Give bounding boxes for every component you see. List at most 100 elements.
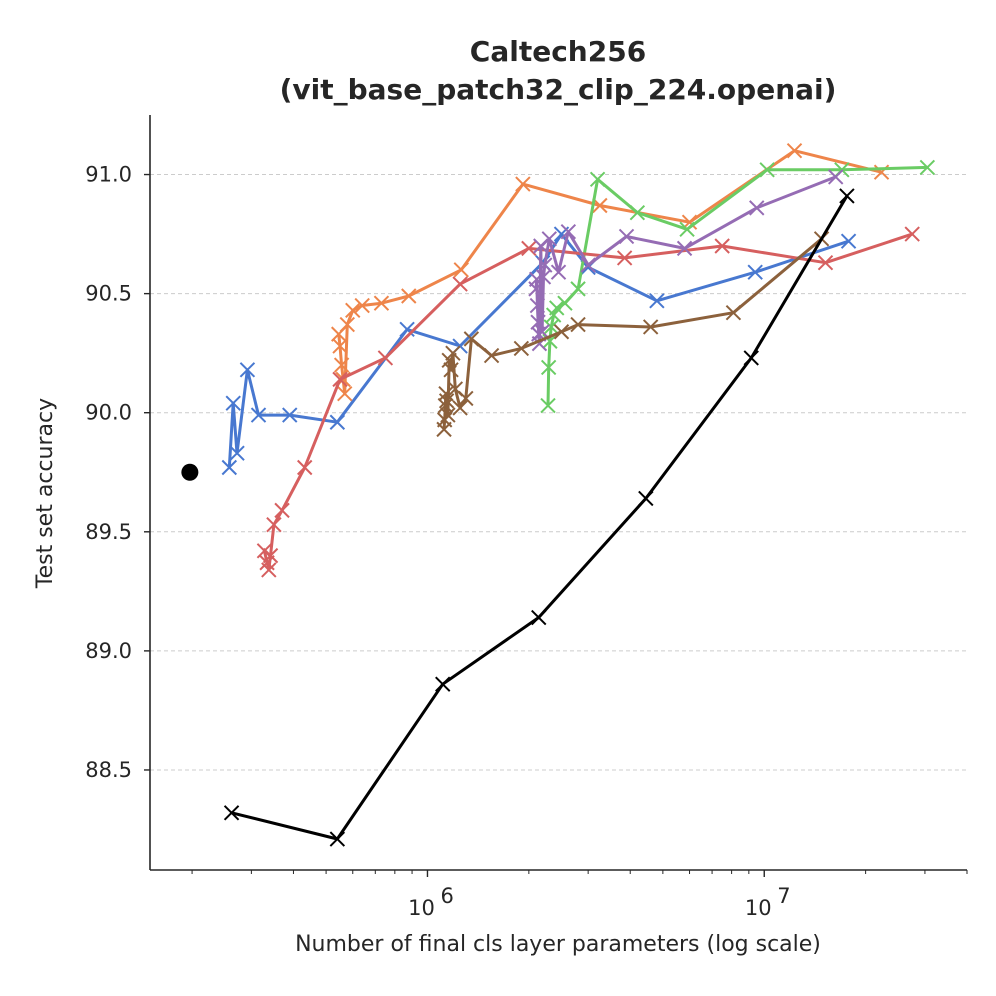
data-point-green xyxy=(589,171,606,188)
data-point-purple xyxy=(827,169,844,185)
baseline-point xyxy=(181,463,199,481)
data-point-purple xyxy=(580,257,596,273)
data-point-red xyxy=(521,240,537,257)
data-point-blue xyxy=(225,395,241,411)
data-point-brown xyxy=(642,319,659,335)
data-point-blue xyxy=(649,293,665,309)
data-point-purple xyxy=(676,240,693,257)
data-point-red xyxy=(297,459,313,476)
data-point-orange xyxy=(333,357,350,373)
data-point-red xyxy=(261,562,277,578)
data-point-blue xyxy=(399,321,415,338)
x-tick-exponent: 7 xyxy=(777,884,790,908)
data-point-brown xyxy=(441,352,457,369)
data-point-red xyxy=(714,238,730,254)
data-point-black xyxy=(435,676,451,692)
data-point-blue xyxy=(329,414,346,430)
data-point-orange xyxy=(354,297,370,314)
data-point-brown xyxy=(445,345,461,361)
data-point-brown xyxy=(438,393,455,409)
data-point-purple xyxy=(618,228,635,245)
data-point-brown xyxy=(443,362,459,378)
data-point-purple xyxy=(550,264,567,280)
data-point-blue xyxy=(221,459,238,476)
data-point-blue xyxy=(250,407,267,423)
data-point-green xyxy=(629,204,646,221)
y-tick-label: 89.0 xyxy=(85,639,132,663)
data-point-black xyxy=(329,831,346,847)
data-point-green xyxy=(570,281,586,297)
data-point-brown xyxy=(483,347,500,364)
chart-title-line2: (vit_base_patch32_clip_224.openai) xyxy=(280,73,837,106)
data-point-purple xyxy=(530,314,546,330)
series-red xyxy=(256,226,920,578)
data-point-blue xyxy=(747,264,763,280)
series-group xyxy=(181,143,936,847)
series-green xyxy=(540,159,936,414)
data-point-red xyxy=(274,502,290,519)
data-point-orange xyxy=(339,316,356,333)
y-tick-label: 89.5 xyxy=(85,520,132,544)
data-point-red xyxy=(262,547,279,564)
data-point-red xyxy=(904,226,920,242)
data-point-brown xyxy=(458,390,474,407)
data-point-green xyxy=(549,300,565,316)
data-point-orange xyxy=(337,385,353,402)
data-point-brown xyxy=(438,385,454,402)
data-point-red xyxy=(452,276,468,292)
data-point-red xyxy=(377,350,394,366)
data-point-green xyxy=(919,159,936,176)
data-point-orange xyxy=(515,176,531,192)
data-point-brown xyxy=(463,331,480,347)
series-brown xyxy=(436,231,830,438)
data-point-black xyxy=(638,490,654,507)
data-point-black xyxy=(223,805,240,821)
data-point-black xyxy=(839,188,855,204)
data-point-green xyxy=(759,162,775,178)
data-point-brown xyxy=(437,397,454,414)
data-point-brown xyxy=(513,340,530,357)
data-point-green xyxy=(540,359,557,376)
x-tick-label: 10 xyxy=(408,896,435,920)
axis-ticks: 88.589.089.590.090.591.010 6 10 7 xyxy=(85,163,968,920)
y-tick-label: 91.0 xyxy=(85,163,132,187)
data-point-brown xyxy=(440,407,456,423)
data-point-blue xyxy=(840,233,857,249)
data-point-green xyxy=(543,319,559,335)
data-point-purple xyxy=(749,200,765,216)
y-tick-label: 88.5 xyxy=(85,758,132,782)
x-axis-label: Number of final cls layer parameters (lo… xyxy=(295,932,821,957)
data-point-blue xyxy=(229,445,245,461)
data-point-brown xyxy=(452,400,468,416)
data-point-black xyxy=(531,609,547,626)
data-point-green xyxy=(557,295,573,311)
y-axis-label: Test set accuracy xyxy=(33,398,58,589)
data-point-red xyxy=(332,371,348,388)
data-point-purple xyxy=(541,231,557,247)
data-point-orange xyxy=(332,338,348,354)
data-point-green xyxy=(540,397,556,414)
data-point-black xyxy=(743,350,759,366)
data-point-red xyxy=(817,254,834,271)
data-point-orange xyxy=(373,295,390,311)
data-point-orange xyxy=(453,262,469,278)
data-point-brown xyxy=(570,316,586,333)
y-tick-label: 90.5 xyxy=(85,282,132,306)
data-point-brown xyxy=(553,324,570,340)
data-point-purple xyxy=(529,297,546,314)
x-tick-exponent: 6 xyxy=(440,884,453,908)
data-point-red xyxy=(266,516,282,533)
data-point-blue xyxy=(239,362,256,378)
series-purple xyxy=(528,169,844,352)
x-tick-label: 10 xyxy=(745,896,772,920)
data-point-red xyxy=(616,250,633,266)
data-point-green xyxy=(679,221,695,238)
data-point-orange xyxy=(786,143,803,159)
data-point-orange xyxy=(345,302,361,319)
series-line-purple xyxy=(534,175,838,346)
y-tick-label: 90.0 xyxy=(85,401,132,425)
data-point-blue xyxy=(282,407,298,423)
data-point-purple xyxy=(537,257,553,273)
